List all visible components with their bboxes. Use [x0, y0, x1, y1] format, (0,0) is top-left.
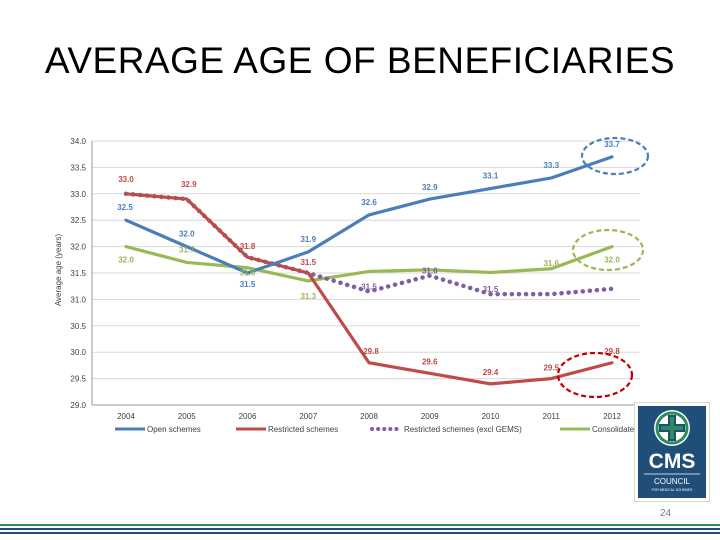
logo-subtext: COUNCIL	[654, 477, 691, 486]
data-label: 29.4	[483, 368, 499, 377]
data-label: 32.0	[118, 256, 134, 265]
y-tick-label: 31.5	[70, 269, 86, 278]
logo-emblem-icon	[654, 410, 690, 446]
highlight-ellipse	[556, 351, 634, 399]
x-tick-label: 2005	[178, 412, 196, 421]
footer-stripes	[0, 524, 720, 534]
series-restricted-schemes	[124, 192, 614, 386]
y-tick-label: 34.0	[70, 137, 86, 146]
data-label: 31.6	[422, 267, 438, 276]
data-label: 31.8	[240, 242, 256, 251]
data-label: 32.9	[181, 180, 197, 189]
series-consolidated	[124, 245, 614, 283]
x-tick-label: 2010	[482, 412, 500, 421]
y-tick-label: 30.5	[70, 322, 86, 331]
highlight-ellipses	[556, 136, 650, 399]
data-labels: 32.5 32.0 31.5 31.9 32.6 32.9 33.1 33.3 33.7 33.0…	[117, 140, 620, 377]
data-label: 32.0	[604, 256, 620, 265]
legend-label: Restricted schemes (excl GEMS)	[404, 425, 522, 434]
data-label: 31.5	[361, 282, 377, 291]
x-tick-label: 2004	[117, 412, 135, 421]
y-axis-ticks: 29.0 29.5 30.0 30.5 31.0 31.5 32.0 32.5 33.0 33.5…	[70, 137, 86, 410]
legend-label: Consolidated	[592, 425, 639, 434]
data-label: 29.8	[363, 347, 379, 356]
data-label: 33.7	[604, 140, 620, 149]
data-label: 33.0	[118, 175, 134, 184]
data-label: 31.5	[483, 285, 499, 294]
y-axis-label: Average age (years)	[54, 234, 63, 307]
legend-label: Open schemes	[147, 425, 201, 434]
x-tick-label: 2011	[543, 412, 561, 421]
highlight-ellipse	[571, 228, 645, 272]
logo-text: CMS	[649, 450, 696, 473]
x-tick-label: 2008	[360, 412, 378, 421]
logo-tagline: FOR MEDICAL SCHEMES	[652, 488, 693, 492]
x-tick-label: 2009	[421, 412, 439, 421]
y-tick-label: 29.5	[70, 375, 86, 384]
y-tick-label: 31.0	[70, 295, 86, 304]
slide-title: AVERAGE AGE OF BENEFICIARIES	[44, 40, 676, 81]
y-tick-label: 32.0	[70, 243, 86, 252]
y-tick-label: 32.5	[70, 216, 86, 225]
y-tick-label: 33.0	[70, 190, 86, 199]
y-tick-label: 30.0	[70, 348, 86, 357]
data-label: 32.6	[361, 198, 377, 207]
data-label: 32.9	[422, 183, 438, 192]
data-label: 32.0	[179, 230, 195, 239]
highlight-ellipse	[580, 136, 650, 176]
data-label: 32.5	[117, 203, 133, 212]
x-axis-ticks: 2004 2005 2006 2007 2008 2009 2010 2011 2012	[117, 412, 621, 421]
chart-legend: Open schemes Restricted schemes Restricted…	[115, 425, 639, 434]
x-tick-label: 2006	[239, 412, 257, 421]
data-label: 33.1	[483, 172, 499, 181]
chart-series	[123, 155, 615, 386]
data-label: 31.9	[300, 235, 316, 244]
x-tick-label: 2007	[299, 412, 317, 421]
data-label: 31.6	[543, 259, 559, 268]
data-label: 29.8	[604, 347, 620, 356]
data-label: 29.5	[543, 364, 559, 373]
page-number: 24	[660, 508, 672, 519]
data-label: 29.6	[422, 357, 438, 366]
legend-label: Restricted schemes	[268, 425, 338, 434]
series-restricted-excl-gems	[123, 191, 615, 297]
data-label: 31.5	[300, 258, 316, 267]
y-tick-label: 33.5	[70, 163, 86, 172]
x-tick-label: 2012	[603, 412, 621, 421]
data-label: 31.5	[240, 280, 256, 289]
data-label: 31.7	[179, 245, 195, 254]
series-open-schemes	[124, 155, 614, 275]
data-label: 33.3	[543, 161, 559, 170]
cms-logo: CMS COUNCIL FOR MEDICAL SCHEMES	[634, 402, 710, 502]
data-label: 31.6	[240, 269, 256, 278]
y-tick-label: 29.0	[70, 401, 86, 410]
data-label: 31.3	[300, 292, 316, 301]
chart-grid	[91, 140, 640, 406]
